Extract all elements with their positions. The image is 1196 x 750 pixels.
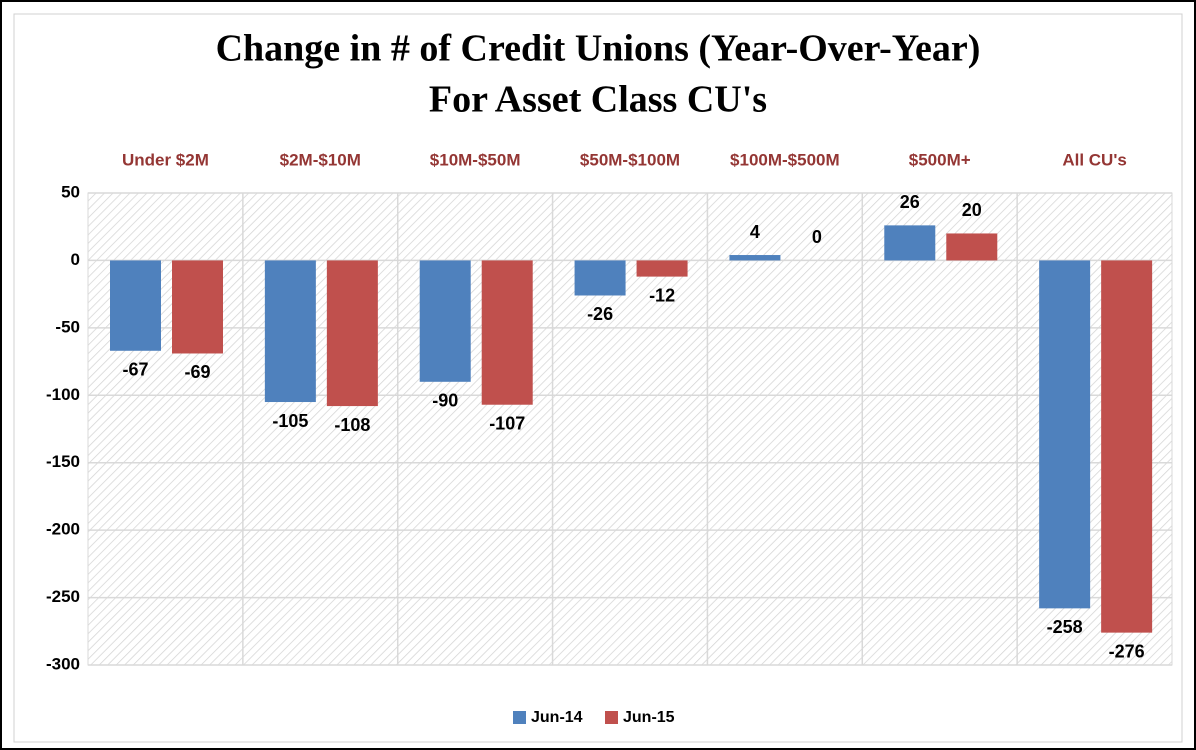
y-tick-label: 0 — [71, 250, 80, 269]
y-tick-label: -200 — [46, 520, 80, 539]
bar — [326, 260, 378, 407]
data-label: -105 — [272, 411, 308, 431]
category-label: Under $2M — [122, 150, 209, 169]
category-label: All CU's — [1062, 150, 1127, 169]
bar — [946, 233, 998, 261]
legend-swatch — [513, 711, 526, 724]
data-label: -12 — [649, 285, 675, 305]
plot-background — [87, 192, 1173, 666]
category-label: $100M-$500M — [730, 150, 840, 169]
data-label: 0 — [812, 227, 822, 247]
chart-title: For Asset Class CU's — [429, 79, 767, 121]
bar — [574, 260, 626, 296]
data-label: -276 — [1109, 641, 1145, 661]
data-label: 4 — [750, 222, 760, 242]
data-label: -108 — [334, 415, 370, 435]
bar — [729, 255, 781, 261]
chart-area — [13, 13, 1183, 743]
bar — [636, 260, 688, 277]
bar — [110, 260, 161, 351]
data-label: -26 — [587, 304, 613, 324]
category-label: $10M-$50M — [430, 150, 521, 169]
y-tick-label: -150 — [46, 452, 80, 471]
bar — [419, 260, 471, 382]
bar — [1039, 260, 1091, 609]
data-label: 20 — [962, 200, 982, 220]
bar — [884, 225, 936, 261]
bar — [264, 260, 316, 403]
legend-label: Jun-15 — [623, 709, 675, 726]
data-label: -258 — [1047, 617, 1083, 637]
y-tick-label: -50 — [55, 317, 80, 336]
y-tick-label: -250 — [46, 587, 80, 606]
y-tick-label: 50 — [61, 182, 80, 201]
category-label: $50M-$100M — [580, 150, 680, 169]
legend-label: Jun-14 — [531, 709, 583, 726]
category-label: $500M+ — [909, 150, 971, 169]
bar — [481, 260, 533, 405]
data-label: -67 — [122, 360, 148, 380]
bar — [172, 260, 223, 354]
data-label: 26 — [900, 192, 920, 212]
chart-title: Change in # of Credit Unions (Year-Over-… — [216, 28, 981, 70]
y-tick-label: -300 — [46, 654, 80, 673]
legend-swatch — [605, 711, 618, 724]
data-label: -107 — [489, 413, 525, 433]
data-label: -90 — [432, 391, 458, 411]
data-label: -69 — [184, 362, 210, 382]
bar — [1101, 260, 1153, 633]
y-tick-label: -100 — [46, 385, 80, 404]
category-label: $2M-$10M — [280, 150, 361, 169]
